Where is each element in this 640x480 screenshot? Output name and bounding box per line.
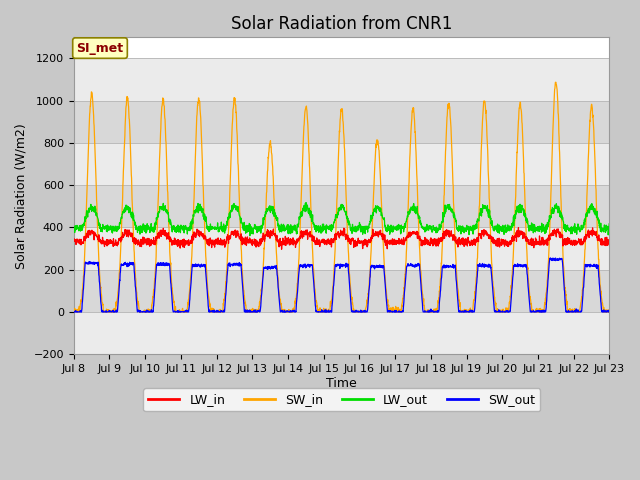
- LW_in: [515, 225, 522, 230]
- SW_in: [573, 308, 580, 314]
- LW_in: [70, 237, 77, 242]
- LW_in: [497, 242, 505, 248]
- LW_out: [573, 226, 581, 232]
- SW_out: [559, 258, 566, 264]
- LW_out: [246, 233, 253, 239]
- SW_in: [558, 228, 566, 234]
- Bar: [74, 228, 609, 270]
- Bar: [74, 270, 609, 312]
- LW_in: [357, 240, 365, 246]
- LW_out: [70, 228, 77, 234]
- SW_out: [497, 309, 505, 315]
- SW_in: [70, 309, 77, 315]
- Bar: [74, 101, 609, 143]
- Line: SW_out: SW_out: [74, 258, 609, 312]
- LW_out: [497, 228, 505, 234]
- Bar: [74, 59, 609, 101]
- SW_out: [70, 309, 78, 315]
- LW_out: [369, 210, 377, 216]
- SW_in: [357, 308, 365, 313]
- Line: LW_in: LW_in: [74, 228, 609, 249]
- SW_out: [70, 309, 77, 314]
- SW_in: [497, 309, 505, 315]
- LW_out: [357, 226, 365, 232]
- Y-axis label: Solar Radiation (W/m2): Solar Radiation (W/m2): [15, 123, 28, 269]
- LW_out: [559, 216, 566, 222]
- Bar: [74, 185, 609, 228]
- SW_out: [605, 307, 613, 313]
- Text: SI_met: SI_met: [76, 42, 124, 55]
- LW_in: [573, 240, 581, 246]
- SW_in: [369, 222, 376, 228]
- SW_in: [220, 304, 227, 310]
- LW_in: [278, 246, 285, 252]
- Bar: [74, 143, 609, 185]
- SW_out: [547, 255, 554, 261]
- LW_out: [220, 228, 227, 233]
- X-axis label: Time: Time: [326, 377, 357, 390]
- SW_in: [552, 79, 560, 85]
- Bar: [74, 312, 609, 354]
- LW_in: [369, 231, 376, 237]
- Title: Solar Radiation from CNR1: Solar Radiation from CNR1: [231, 15, 452, 33]
- SW_out: [357, 309, 365, 315]
- Line: LW_out: LW_out: [74, 203, 609, 236]
- LW_in: [220, 238, 227, 244]
- SW_out: [573, 309, 581, 315]
- Line: SW_in: SW_in: [74, 82, 609, 312]
- SW_out: [369, 263, 376, 269]
- Legend: LW_in, SW_in, LW_out, SW_out: LW_in, SW_in, LW_out, SW_out: [143, 388, 540, 411]
- LW_out: [605, 221, 613, 227]
- LW_in: [559, 234, 566, 240]
- LW_in: [605, 240, 613, 246]
- SW_in: [605, 309, 613, 315]
- SW_out: [220, 309, 227, 315]
- LW_out: [302, 200, 310, 205]
